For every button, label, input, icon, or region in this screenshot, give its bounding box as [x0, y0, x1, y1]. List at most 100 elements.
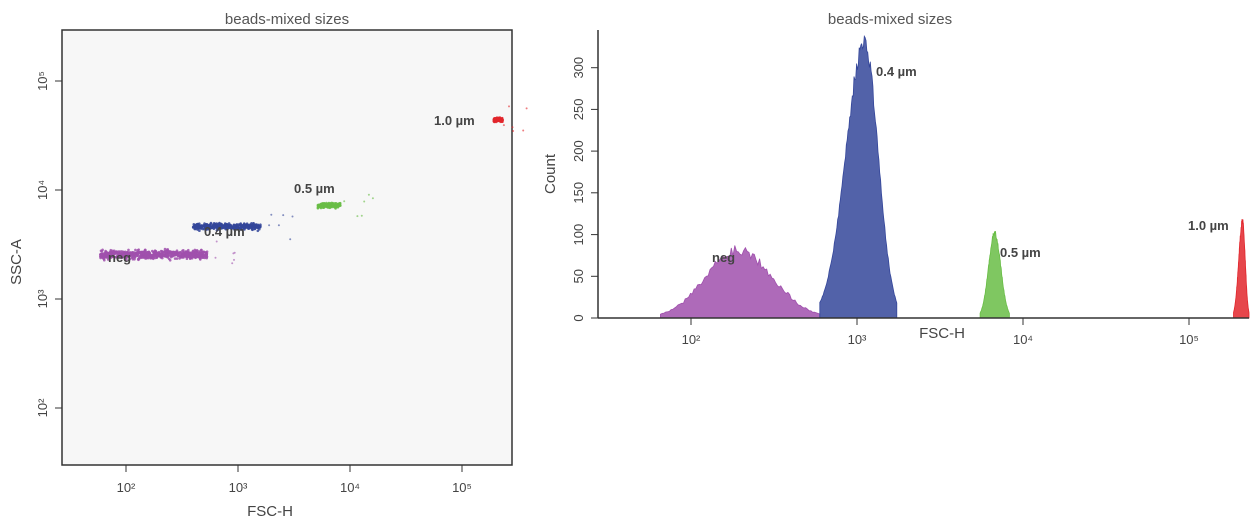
scatter-point [241, 225, 244, 229]
hist-neg-label: neg [712, 250, 735, 265]
scatter-point [256, 229, 260, 233]
scatter-point [213, 222, 217, 226]
scatter-point [120, 256, 123, 259]
scatter-y-axis: 10² 10³ 10⁴ 10⁵ [35, 71, 62, 417]
scatter-point [525, 107, 528, 110]
scatter-point [146, 254, 149, 258]
x-tick-label: 10⁵ [452, 480, 472, 495]
scatter-point [152, 254, 156, 258]
scatter-chart: beads-mixed sizes FSC-H SSC-A 10² 10³ 10… [8, 11, 528, 520]
scatter-point [199, 227, 202, 230]
scatter-point [188, 253, 191, 256]
scatter-point [109, 248, 113, 252]
scatter-point [215, 225, 218, 228]
scatter-point [151, 249, 154, 253]
scatter-point [136, 252, 139, 256]
histogram-title: beads-mixed sizes [828, 11, 952, 28]
scatter-point [169, 251, 173, 255]
scatter-point [204, 224, 207, 227]
scatter-y-axis-title: SSC-A [8, 239, 25, 285]
scatter-point [137, 254, 140, 258]
x-tick-label: 10³ [229, 480, 248, 495]
scatter-point [258, 225, 262, 229]
scatter-point [289, 238, 292, 241]
neg-label: neg [108, 250, 131, 265]
scatter-point [173, 257, 177, 260]
scatter-point [226, 225, 230, 229]
x-tick-label: 10² [117, 480, 136, 495]
scatter-point [511, 126, 514, 129]
scatter-point [171, 253, 175, 256]
scatter-point [125, 255, 128, 259]
scatter-point [232, 223, 236, 227]
histogram-area [979, 231, 1010, 319]
scatter-point [155, 256, 159, 260]
scatter-point [206, 225, 209, 229]
scatter-point [192, 254, 195, 258]
scatter-point [182, 251, 185, 254]
scatter-point [499, 118, 502, 121]
scatter-point [175, 257, 179, 260]
y-tick-label: 10⁵ [35, 71, 50, 91]
y-tick-label: 50 [571, 269, 586, 283]
y-tick-label: 100 [571, 224, 586, 246]
scatter-point [228, 223, 231, 227]
scatter-point [109, 254, 112, 257]
scatter-point [236, 224, 240, 228]
scatter-point [268, 224, 271, 227]
histogram-areas [660, 35, 1250, 319]
scatter-point [126, 253, 129, 257]
scatter-point [145, 251, 149, 255]
scatter-point [162, 254, 165, 257]
y-tick-label: 10³ [35, 289, 50, 308]
scatter-point [202, 250, 206, 253]
histogram-area [1233, 219, 1250, 319]
histogram-y-axis-title: Count [542, 153, 559, 194]
scatter-point [194, 224, 198, 227]
x-tick-label: 10² [682, 332, 701, 347]
scatter-point [371, 197, 374, 200]
scatter-point [334, 207, 337, 210]
scatter-point [356, 215, 359, 218]
scatter-point [256, 225, 259, 228]
scatter-point [198, 257, 202, 260]
scatter-point [319, 205, 323, 208]
scatter-point [165, 254, 168, 257]
scatter-point [222, 224, 226, 227]
hist-label-0-4um: 0.4 µm [876, 64, 917, 79]
scatter-point [204, 228, 208, 231]
scatter-point [163, 250, 167, 254]
scatter-point [239, 227, 242, 230]
scatter-point [493, 119, 497, 122]
scatter-point [360, 214, 363, 217]
scatter-point [277, 224, 280, 227]
scatter-point [250, 226, 253, 230]
scatter-point [224, 227, 228, 231]
scatter-point [206, 227, 210, 231]
scatter-point [367, 193, 370, 196]
scatter-point [161, 256, 164, 260]
scatter-point [193, 252, 197, 256]
scatter-series [99, 240, 236, 265]
scatter-point [130, 253, 134, 257]
scatter-point [137, 256, 141, 260]
scatter-point [112, 252, 116, 255]
scatter-point [231, 262, 234, 265]
scatter-point [100, 249, 104, 253]
scatter-point [128, 257, 132, 261]
scatter-point [270, 213, 273, 216]
scatter-point [144, 257, 147, 260]
histogram-x-axis: 10² 10³ 10⁴ 10⁵ [682, 318, 1199, 347]
scatter-point [215, 240, 218, 243]
scatter-point [142, 252, 145, 255]
scatter-series [492, 105, 528, 132]
scatter-point [201, 256, 205, 260]
scatter-point [235, 226, 239, 230]
scatter-point [216, 226, 220, 230]
scatter-point [204, 251, 208, 255]
scatter-point [282, 214, 285, 217]
scatter-point [331, 202, 335, 206]
histogram-x-axis-title: FSC-H [919, 325, 965, 342]
